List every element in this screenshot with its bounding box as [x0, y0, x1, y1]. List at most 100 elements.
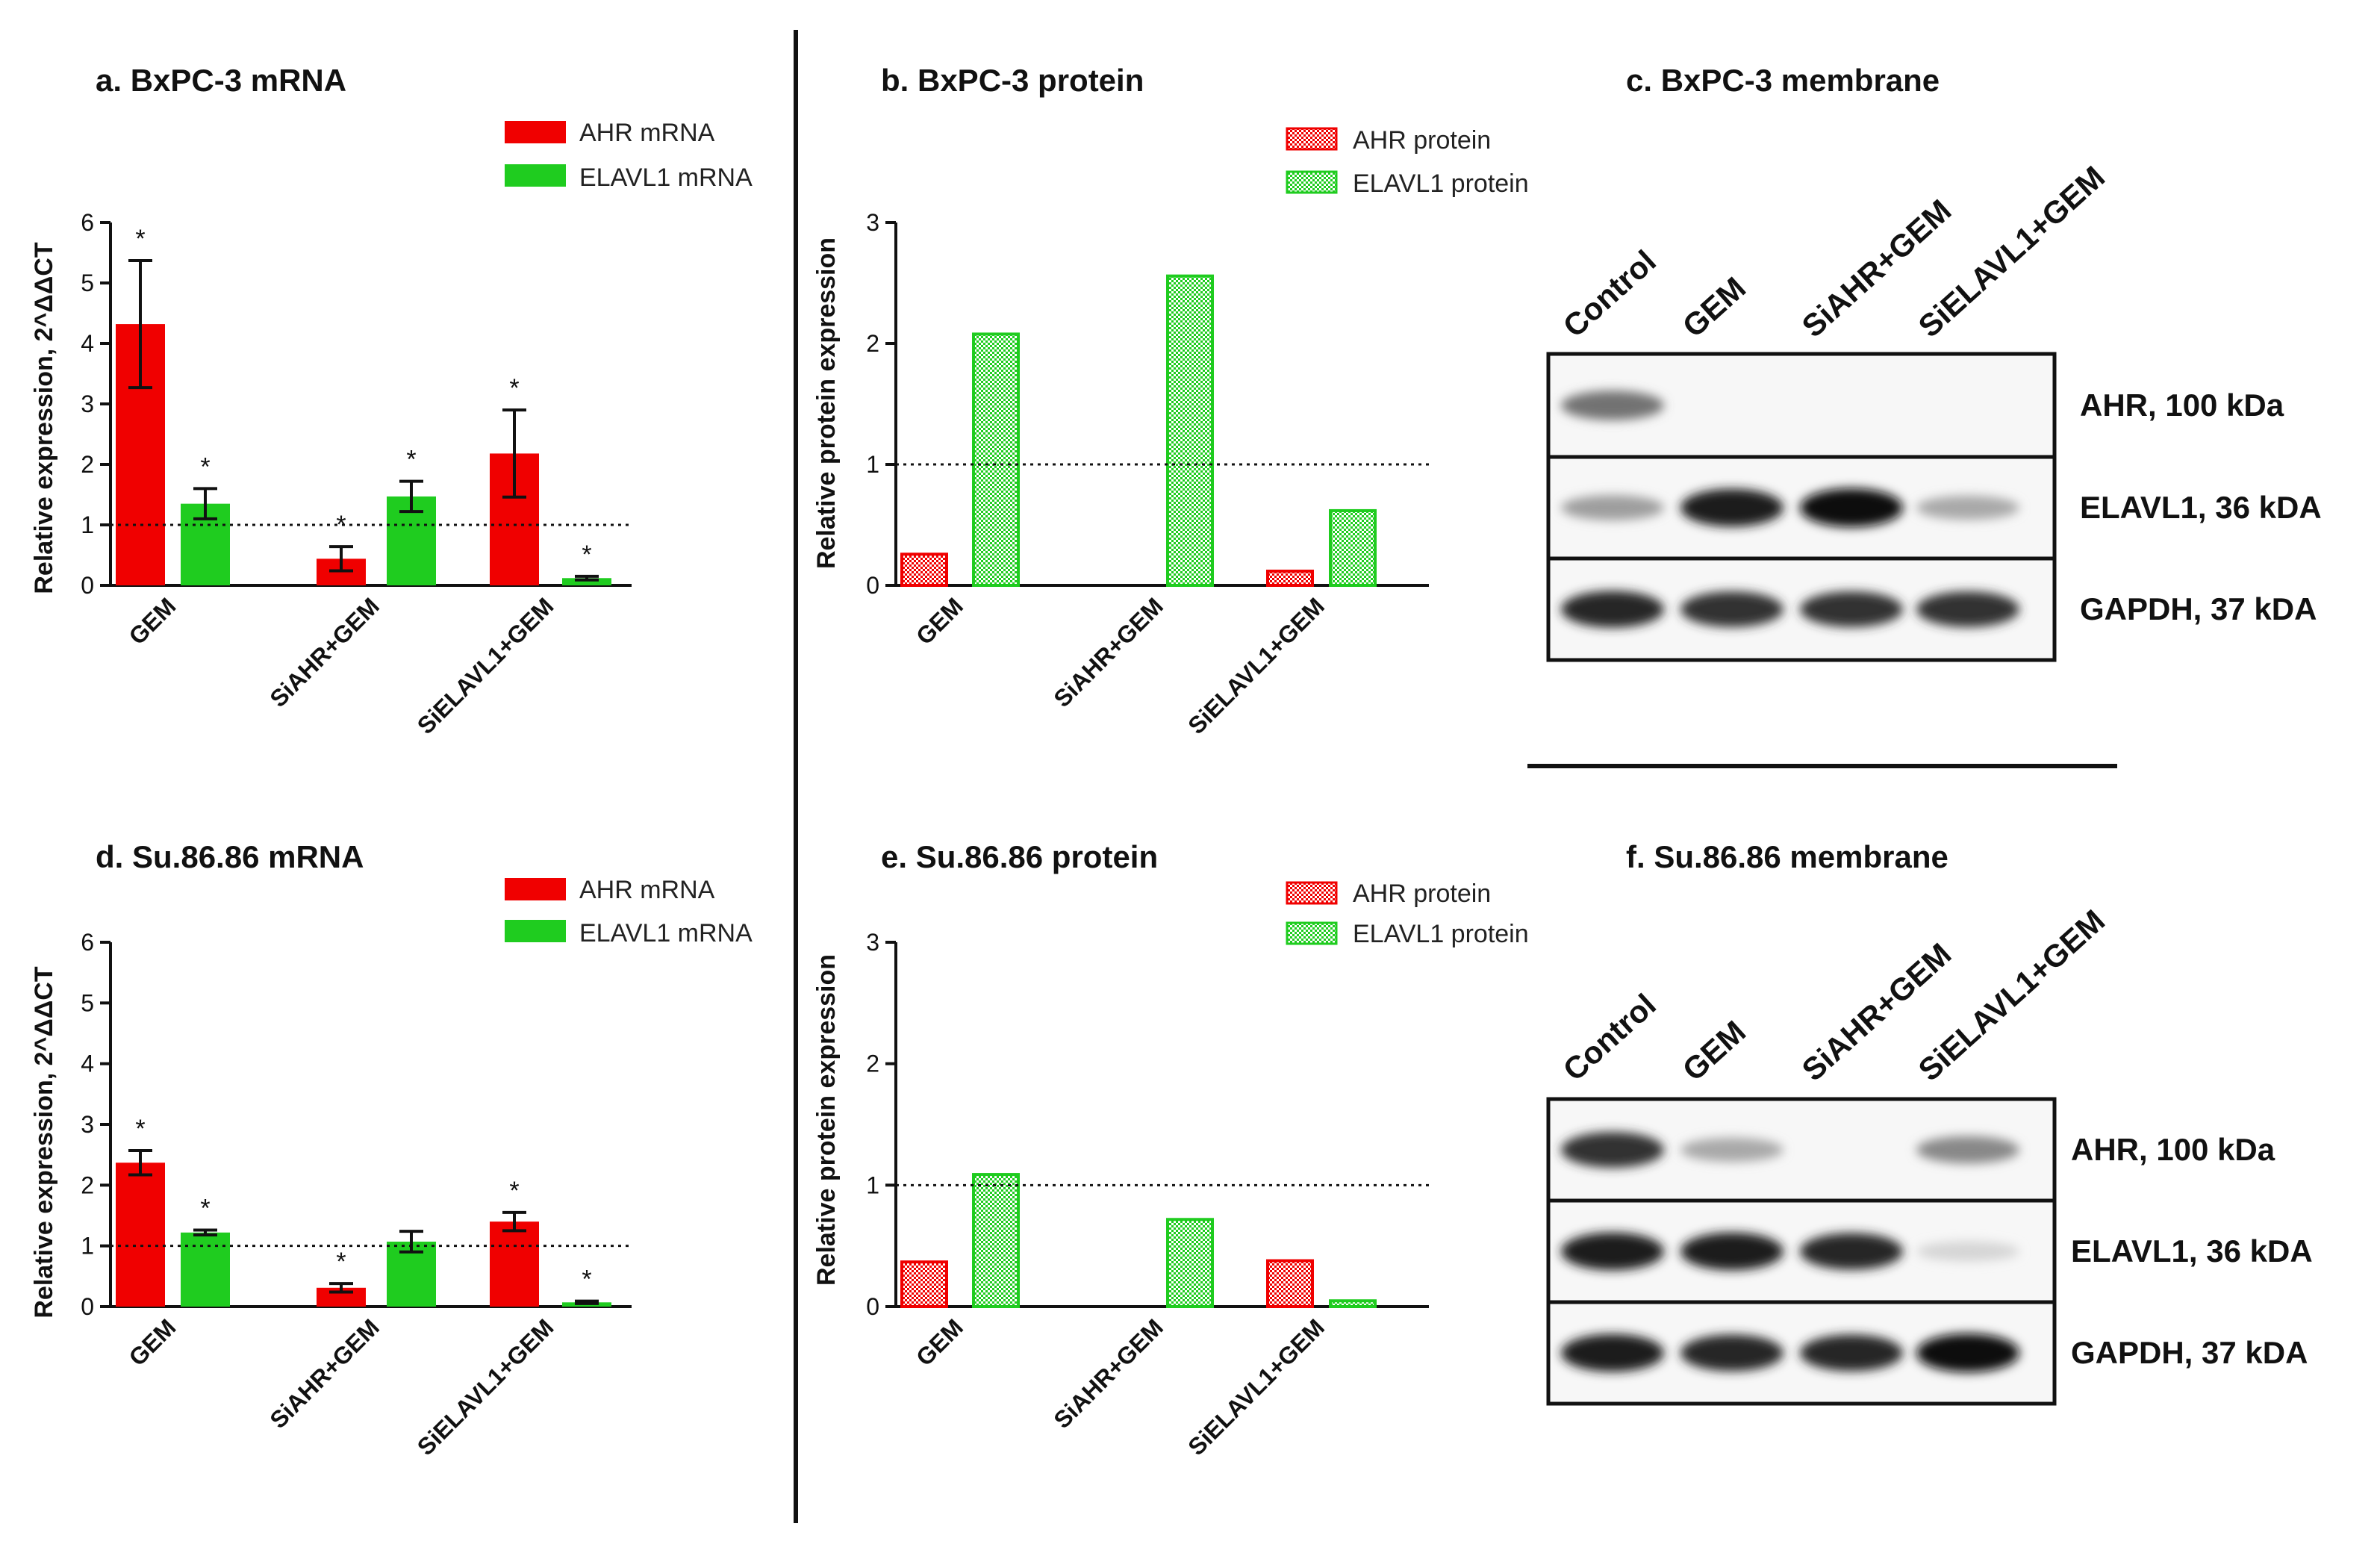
y-tick-label: 2 [81, 1171, 94, 1198]
significance-marker: * [336, 511, 346, 539]
category-label: SiELAVL1+GEM [412, 1313, 559, 1460]
lane-label: GEM [1676, 270, 1753, 344]
panel-d-legend: AHR mRNA ELAVL1 mRNA [505, 876, 753, 947]
y-tick-label: 6 [81, 209, 94, 236]
legend-swatch-ahr [505, 121, 566, 143]
category-label: SiAHR+GEM [264, 1313, 384, 1434]
panel-e-legend: AHR protein ELAVL1 protein [1286, 880, 1529, 948]
legend-label-elavl1: ELAVL1 mRNA [579, 164, 753, 192]
bar-elavl1 [972, 1173, 1020, 1308]
bar-ahr [116, 1163, 165, 1307]
bar-ahr [490, 1221, 539, 1307]
blot-band [1561, 1333, 1664, 1372]
blot-band [1561, 495, 1664, 520]
significance-marker: * [135, 1115, 145, 1143]
y-tick-label: 3 [81, 1111, 94, 1138]
blot-band [1800, 591, 1903, 627]
legend-label-ahr-protein: AHR protein [1353, 126, 1491, 155]
y-tick-label: 5 [81, 270, 94, 296]
legend-label-elavl1-protein: ELAVL1 protein [1353, 920, 1529, 948]
blot-band [1561, 1132, 1664, 1168]
panel-d-plot: 0 1 2 3 4 5 6 * * * * * GEM SiAHR+GEM SiELAVL1+GEM [81, 929, 632, 1460]
blot-band [1680, 1334, 1784, 1372]
band-label: ELAVL1, 36 kDA [2080, 490, 2322, 525]
band-label: GAPDH, 37 kDA [2080, 591, 2317, 626]
significance-marker: * [200, 1195, 210, 1223]
panel-d: d. Su.86.86 mRNA AHR mRNA ELAVL1 mRNA Re… [30, 839, 753, 1460]
bar-elavl1 [562, 578, 611, 585]
bar-ahr [1266, 569, 1314, 588]
category-label: SiAHR+GEM [1048, 1313, 1168, 1434]
legend-swatch-elavl1-protein [1286, 170, 1338, 194]
panel-d-title: d. Su.86.86 mRNA [96, 839, 364, 874]
y-tick-label: 0 [81, 1293, 94, 1320]
lane-label: SiELAVL1+GEM [1912, 903, 2112, 1088]
lane-label: Control [1557, 987, 1663, 1088]
blot-band [1680, 591, 1784, 627]
y-tick-label: 2 [866, 330, 879, 357]
category-label: SiELAVL1+GEM [1183, 1313, 1330, 1460]
bar-elavl1 [1166, 1218, 1214, 1308]
panel-e-ylabel: Relative protein expression [812, 954, 841, 1286]
y-tick-label: 6 [81, 929, 94, 956]
panel-b-title: b. BxPC-3 protein [881, 63, 1144, 98]
bar-ahr [900, 1260, 948, 1308]
category-label: GEM [123, 1313, 181, 1371]
category-label: SiAHR+GEM [1048, 592, 1168, 712]
y-tick-label: 0 [866, 1293, 879, 1320]
blot-band [1561, 591, 1664, 628]
bar-elavl1 [1329, 1299, 1377, 1308]
blot-band [1916, 591, 2019, 627]
blot-band [1561, 1232, 1664, 1271]
bar-elavl1 [972, 332, 1020, 587]
blot-band [1916, 1136, 2019, 1164]
legend-swatch-ahr-protein [1286, 127, 1338, 151]
blot-band [1561, 390, 1664, 420]
y-tick-label: 3 [81, 390, 94, 417]
blot-band [1800, 1334, 1903, 1372]
legend-swatch-ahr-protein [1286, 881, 1338, 905]
panel-f: f. Su.86.86 membrane Control GEM SiAHR+GEM… [1546, 839, 2313, 1406]
blot-band [1680, 1137, 1784, 1163]
y-tick-label: 1 [866, 451, 879, 478]
lane-label: Control [1557, 243, 1663, 344]
category-label: SiAHR+GEM [264, 592, 384, 712]
band-label: AHR, 100 kDa [2071, 1132, 2275, 1167]
y-tick-label: 5 [81, 989, 94, 1016]
panel-f-title: f. Su.86.86 membrane [1626, 839, 1948, 874]
band-label: ELAVL1, 36 kDA [2071, 1233, 2313, 1269]
panel-e-plot: 0 1 2 3 GEM SiAHR+GEM SiELAVL1+GEM [866, 929, 1429, 1460]
panel-e-title: e. Su.86.86 protein [881, 839, 1158, 874]
blot-band [1800, 488, 1903, 527]
significance-marker: * [582, 541, 591, 569]
band-label: GAPDH, 37 kDA [2071, 1335, 2308, 1370]
panel-a-title: a. BxPC-3 mRNA [96, 63, 346, 98]
y-tick-label: 2 [81, 451, 94, 478]
panel-b-legend: AHR protein ELAVL1 protein [1286, 126, 1529, 198]
panel-c-title: c. BxPC-3 membrane [1626, 63, 1940, 98]
legend-label-elavl1-protein: ELAVL1 protein [1353, 169, 1529, 198]
category-label: SiELAVL1+GEM [1183, 592, 1330, 739]
bar-elavl1 [181, 1232, 230, 1307]
blot-band [1680, 488, 1784, 527]
panel-a-ylabel: Relative expression, 2^ΔΔCT [30, 242, 58, 594]
panel-e: e. Su.86.86 protein AHR protein ELAVL1 p… [812, 839, 1529, 1460]
category-label: GEM [911, 1313, 968, 1371]
panel-a: a. BxPC-3 mRNA AHR mRNA ELAVL1 mRNA Rela… [30, 63, 753, 739]
significance-marker: * [406, 446, 416, 474]
significance-marker: * [336, 1248, 346, 1276]
significance-marker: * [135, 225, 145, 253]
blot-row-frame [1546, 1300, 2057, 1406]
blot-band [1680, 1232, 1784, 1271]
y-tick-label: 1 [866, 1171, 879, 1198]
legend-swatch-elavl1-protein [1286, 921, 1338, 945]
y-tick-label: 1 [81, 511, 94, 538]
panel-b-ylabel: Relative protein expression [812, 237, 841, 569]
y-tick-label: 3 [866, 209, 879, 236]
band-label: AHR, 100 kDa [2080, 388, 2284, 423]
legend-label-elavl1: ELAVL1 mRNA [579, 919, 753, 947]
y-tick-label: 0 [866, 572, 879, 599]
